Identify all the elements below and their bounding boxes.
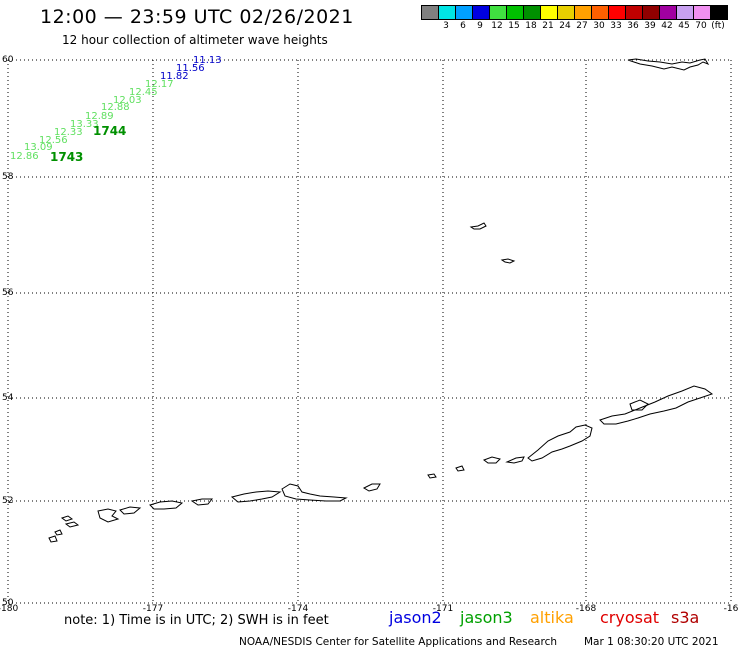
island-st-paul	[469, 222, 487, 230]
latitude-label: 52	[2, 496, 13, 506]
mission-label: s3a	[671, 608, 700, 627]
mission-label: jason3	[460, 608, 513, 627]
mission-label: jason2	[389, 608, 442, 627]
wave-height-label: 12.86	[10, 151, 39, 162]
island-small-1	[455, 465, 465, 472]
island-islands-four	[482, 456, 501, 464]
latitude-labels: 60 58 56 54 52 50	[2, 55, 14, 608]
wave-height-label: 12.17	[145, 79, 174, 90]
mission-label: altika	[530, 608, 574, 627]
latitude-label: 60	[2, 55, 14, 65]
island-west-1	[60, 515, 74, 522]
color-scale-label: 12	[491, 21, 503, 31]
color-scale-label: 24	[559, 21, 571, 31]
observation-labels: 11.1311.5611.8212.1712.4512.0312.8812.89…	[10, 55, 222, 164]
color-scale-label: 42	[661, 21, 673, 31]
color-scale-label: 3	[443, 21, 449, 31]
longitude-label: -180	[0, 604, 18, 614]
island-unimak	[599, 385, 714, 425]
island-west-4	[48, 535, 58, 543]
wave-height-label: 11.82	[160, 71, 189, 82]
footer-datetime: Mar 1 08:30:20 UTC 2021	[584, 636, 719, 648]
island-small-2	[427, 473, 437, 479]
color-scale-label: 39	[644, 21, 656, 31]
page-subtitle: 12 hour collection of altimeter wave hei…	[62, 33, 328, 47]
color-scale-legend	[421, 5, 728, 20]
longitude-label: -16	[724, 604, 739, 614]
latitude-label: 50	[2, 598, 14, 608]
wave-height-label: 12.56	[39, 135, 68, 146]
color-scale-label: 27	[576, 21, 588, 31]
island-group-west	[230, 490, 282, 503]
longitude-label: -177	[143, 604, 163, 614]
color-scale-label: 36	[627, 21, 639, 31]
pass-time-label: 1744	[93, 124, 126, 138]
color-scale-label: 21	[542, 21, 554, 31]
island-attu	[97, 508, 120, 523]
color-scale-label: 9	[477, 21, 483, 31]
latitude-label: 56	[2, 288, 14, 298]
color-scale-label: 6	[460, 21, 466, 31]
wave-height-label: 12.45	[129, 87, 158, 98]
longitude-label: -171	[433, 604, 453, 614]
footer-note: note: 1) Time is in UTC; 2) SWH is in fe…	[64, 613, 329, 628]
island-kiska	[149, 500, 184, 510]
footer-credit: NOAA/NESDIS Center for Satellite Applica…	[239, 636, 557, 648]
wave-height-label: 12.33	[54, 127, 83, 138]
longitude-label: -168	[576, 604, 597, 614]
longitude-label: -174	[288, 604, 309, 614]
color-scale-label: 30	[593, 21, 605, 31]
color-scale-label: 45	[678, 21, 690, 31]
coastline-mainland	[627, 58, 710, 71]
island-unalaska	[527, 424, 593, 462]
pass-time-label: 1743	[50, 150, 83, 164]
mission-label: cryosat	[600, 608, 660, 627]
lat-lon-grid	[7, 59, 732, 604]
color-scale-label: 70	[695, 21, 707, 31]
wave-height-label: 12.88	[101, 102, 130, 113]
island-tanaga	[190, 498, 214, 506]
island-west-2	[64, 521, 80, 528]
color-scale-label: 18	[525, 21, 537, 31]
island-umnak	[505, 456, 525, 464]
wave-height-label: 13.33	[70, 119, 99, 130]
wave-height-label: 11.56	[176, 63, 205, 74]
island-rat	[119, 506, 142, 515]
coastline	[48, 58, 714, 543]
color-scale-label: 15	[508, 21, 520, 31]
island-adak	[281, 483, 348, 502]
wave-height-label: 13.09	[24, 142, 53, 153]
wave-height-label: 12.89	[85, 111, 114, 122]
longitude-labels: -180 -177 -174 -171 -168 -16	[0, 604, 739, 614]
island-st-george	[500, 258, 516, 264]
page-title: 12:00 — 23:59 UTC 02/26/2021	[40, 6, 354, 28]
color-scale-label: 33	[610, 21, 622, 31]
wave-height-label: 12.03	[113, 95, 142, 106]
island-atka	[362, 483, 381, 492]
wave-height-label: 11.13	[193, 55, 222, 66]
latitude-label: 58	[2, 172, 14, 182]
island-east-tip	[629, 399, 649, 411]
color-scale-label: (ft)	[711, 21, 725, 31]
island-west-3	[54, 529, 63, 536]
color-swatch	[710, 5, 728, 20]
color-scale-swatches	[421, 5, 728, 20]
latitude-label: 54	[2, 393, 14, 403]
